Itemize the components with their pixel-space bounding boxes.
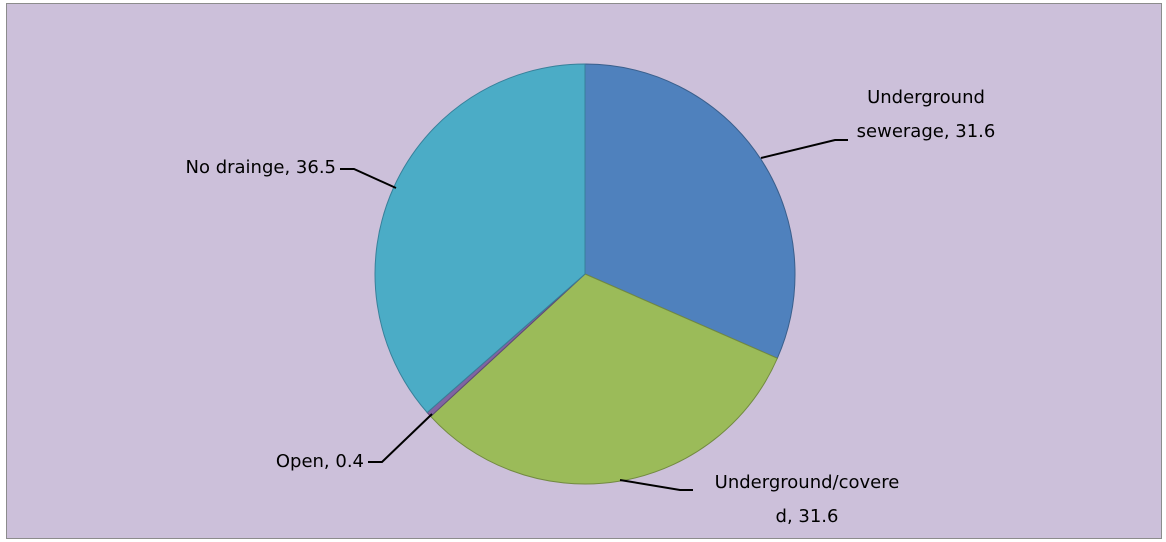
data-label-underground-sewerage-line-1: Underground [867,87,985,108]
leader-line-open [368,413,433,463]
data-label-underground-covered-line-2: d, 31.6 [776,506,839,527]
leader-lines [340,139,848,491]
pie-slices [374,63,796,485]
data-labels: Underground sewerage, 31.6 Underground/cov… [186,87,996,527]
leader-line-underground-sewerage [760,139,848,159]
data-label-open-line-1: Open, 0.4 [276,451,364,472]
leader-line-underground-covered [619,479,693,491]
pie-slice-underground-sewerage [584,63,796,359]
leader-line-no-drainge [340,168,397,189]
data-label-underground-covered-line-1: Underground/covere [715,472,900,493]
data-label-no-drainge-line-1: No drainge, 36.5 [186,157,337,178]
data-label-underground-sewerage-line-2: sewerage, 31.6 [857,121,996,142]
pie-slice-underground-covered [429,273,779,485]
